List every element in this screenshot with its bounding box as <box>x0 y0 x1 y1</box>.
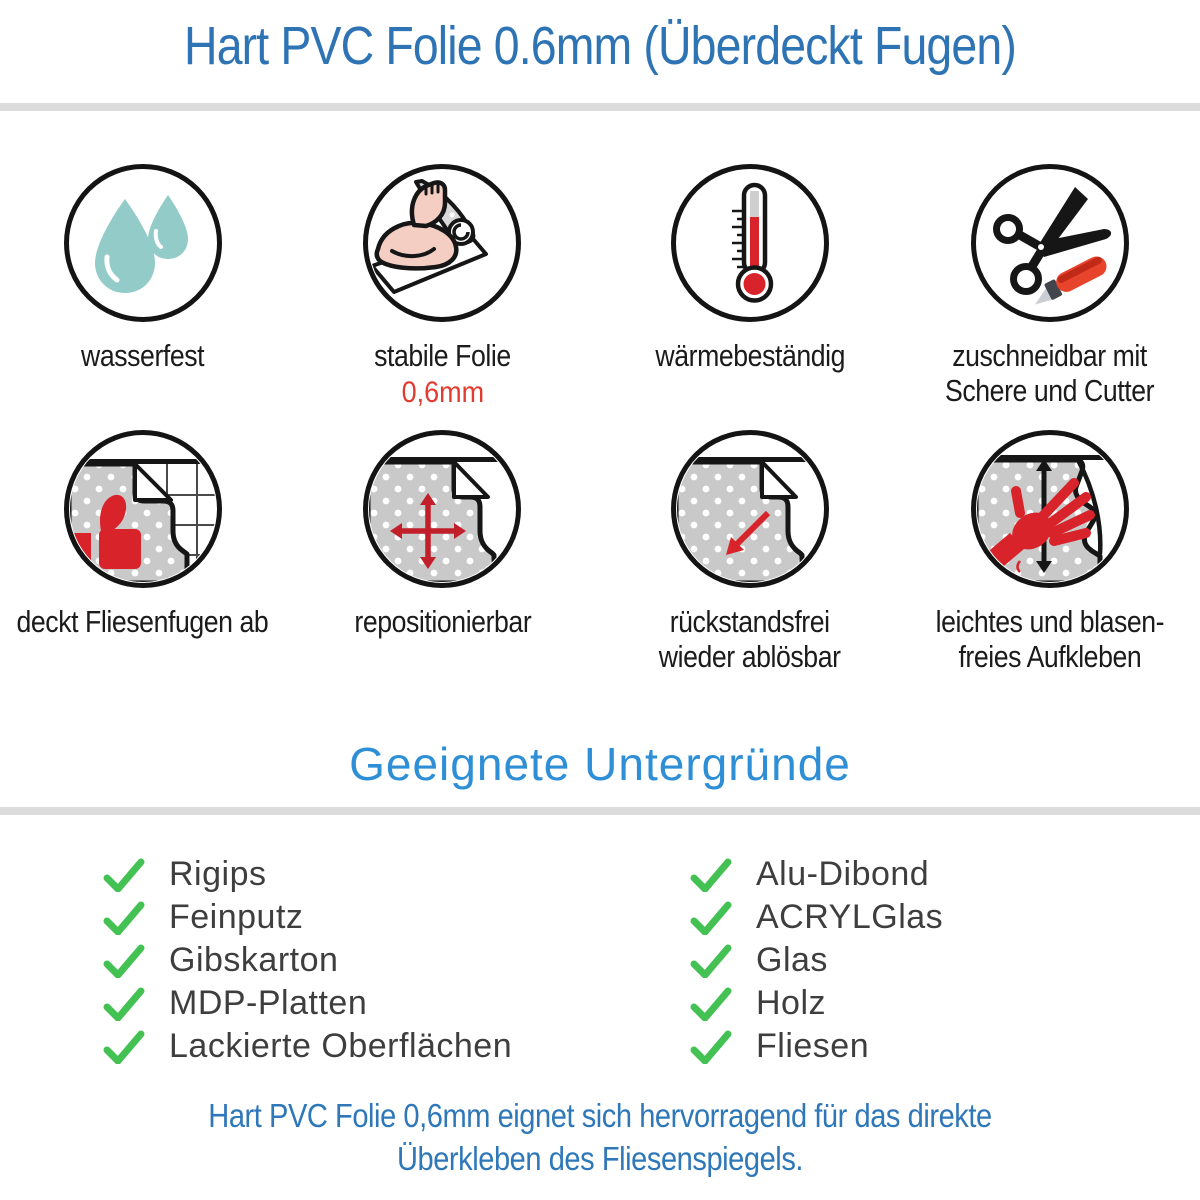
feature-waermebestaendig: wärmebeständig <box>640 164 860 430</box>
check-icon <box>103 901 145 935</box>
list-item: Feinputz <box>103 896 512 939</box>
substrate-label: Holz <box>756 984 827 1022</box>
list-item: Fliesen <box>690 1025 943 1068</box>
feature-sublabel-thickness: 0,6mm <box>401 376 484 409</box>
substrates-list: Rigips Feinputz Gibskarton MDP-Platten L… <box>0 853 1200 1078</box>
feature-deckt-fliesenfugen: deckt Fliesenfugen ab <box>0 430 289 696</box>
divider-bar-top <box>0 103 1200 111</box>
substrate-label: Feinputz <box>169 898 304 936</box>
footer-note: Hart PVC Folie 0,6mm eignet sich hervorr… <box>72 1094 1128 1180</box>
list-item: Glas <box>690 939 943 982</box>
hand-smoothing-foil-icon <box>976 455 1123 582</box>
substrate-label: Glas <box>756 941 828 979</box>
feature-label: leichtes und blasen- <box>935 604 1165 639</box>
list-item: Alu-Dibond <box>690 853 943 896</box>
feature-label: wasserfest <box>80 338 205 373</box>
feature-label-line2: Schere und Cutter <box>945 373 1155 408</box>
feature-blasenfreies-aufkleben: leichtes und blasen- freies Aufkleben <box>917 430 1183 696</box>
feature-label: zuschneidbar mit <box>952 338 1148 373</box>
substrate-label: Rigips <box>169 855 267 893</box>
list-item: ACRYLGlas <box>690 896 943 939</box>
feature-wasserfest: wasserfest <box>63 164 222 430</box>
scissors-and-cutter-icon <box>993 187 1112 305</box>
feature-label: stabile Folie <box>374 338 511 373</box>
feature-label: wärmebeständig <box>655 338 845 373</box>
section-title: Geeignete Untergründe <box>349 738 851 790</box>
substrates-column-right: Alu-Dibond ACRYLGlas Glas Holz Fliesen <box>690 853 943 1068</box>
check-icon <box>690 858 732 892</box>
footer-line2: Überkleben des Fliesenspiegels. <box>396 1140 804 1177</box>
substrate-label: Alu-Dibond <box>756 855 930 893</box>
check-icon <box>690 987 732 1021</box>
feature-repositionierbar: repositionierbar <box>340 430 546 696</box>
list-item: Holz <box>690 982 943 1025</box>
substrates-column-left: Rigips Feinputz Gibskarton MDP-Platten L… <box>103 853 512 1068</box>
check-icon <box>103 944 145 978</box>
substrate-label: Fliesen <box>756 1027 870 1065</box>
list-item: Gibskarton <box>103 939 512 982</box>
thermometer-icon <box>732 182 774 303</box>
peel-off-arrow-foil-icon <box>676 457 823 582</box>
feature-stabile-folie: stabile Folie 0,6mm <box>363 164 522 430</box>
check-icon <box>103 987 145 1021</box>
feature-grid: wasserfest <box>0 164 1200 696</box>
check-icon <box>103 1030 145 1064</box>
feature-label-line2: wieder ablösbar <box>659 639 841 674</box>
page-title: Hart PVC Folie 0.6mm (Überdeckt Fugen) <box>184 16 1017 76</box>
substrate-label: Lackierte Oberflächen <box>169 1027 513 1065</box>
check-icon <box>690 901 732 935</box>
list-item: Rigips <box>103 853 512 896</box>
muscle-arm-foil-roll-icon <box>370 179 489 294</box>
substrate-label: Gibskarton <box>169 941 339 979</box>
move-arrows-foil-icon <box>369 457 516 582</box>
feature-label: repositionierbar <box>354 604 531 639</box>
feature-label: deckt Fliesenfugen ab <box>16 604 269 639</box>
divider-bar-bottom <box>0 807 1200 815</box>
water-drops-icon <box>94 195 188 293</box>
feature-label: rückstandsfrei <box>670 604 830 639</box>
check-icon <box>690 944 732 978</box>
list-item: MDP-Platten <box>103 982 512 1025</box>
footer-line1: Hart PVC Folie 0,6mm eignet sich hervorr… <box>208 1097 992 1134</box>
foil-over-tiles-thumbs-up-icon <box>69 459 216 582</box>
list-item: Lackierte Oberflächen <box>103 1025 512 1068</box>
substrate-label: MDP-Platten <box>169 984 368 1022</box>
check-icon <box>690 1030 732 1064</box>
check-icon <box>103 858 145 892</box>
feature-label-line2: freies Aufkleben <box>958 639 1142 674</box>
feature-rueckstandsfrei: rückstandsfrei wieder ablösbar <box>644 430 855 696</box>
substrate-label: ACRYLGlas <box>756 898 944 936</box>
feature-zuschneidbar: zuschneidbar mit Schere und Cutter <box>928 164 1171 430</box>
